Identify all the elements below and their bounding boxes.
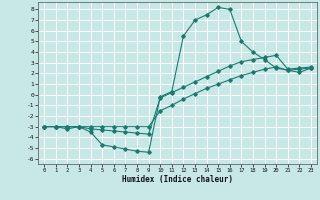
- X-axis label: Humidex (Indice chaleur): Humidex (Indice chaleur): [122, 175, 233, 184]
